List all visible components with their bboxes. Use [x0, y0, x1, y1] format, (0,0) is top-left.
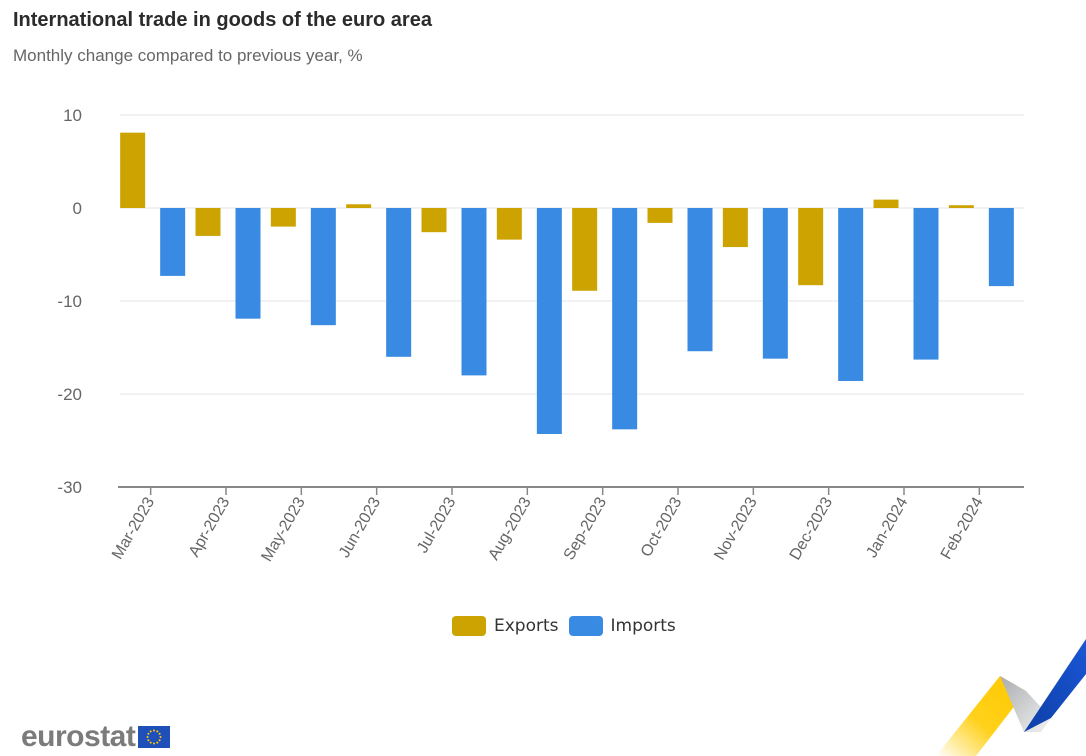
x-tick-label: Sep-2023: [561, 494, 610, 563]
x-tick-label: Jul-2023: [414, 494, 459, 556]
x-tick-label: Apr-2023: [186, 494, 234, 560]
x-tick-label: Dec-2023: [787, 494, 836, 563]
gridlines: [120, 114, 1024, 395]
exports-bar: [948, 205, 974, 208]
x-tick-label: Feb-2024: [938, 494, 987, 562]
legend-label-exports: Exports: [494, 616, 559, 636]
exports-bar: [647, 208, 673, 223]
imports-bar: [913, 208, 939, 360]
chart-title: International trade in goods of the euro…: [13, 9, 432, 31]
imports-swatch-icon: [568, 616, 603, 636]
exports-bar: [195, 208, 221, 236]
ribbon-chart-icon: [936, 639, 1086, 756]
eurostat-logo: eurostat: [21, 720, 171, 754]
exports-bar: [270, 208, 296, 227]
imports-bar: [160, 208, 186, 276]
y-tick-label: -20: [57, 385, 82, 404]
exports-bar: [873, 199, 899, 208]
exports-bar: [722, 208, 748, 248]
legend-item-imports[interactable]: Imports: [568, 616, 676, 636]
imports-bar: [386, 208, 412, 357]
x-tick-label: Nov-2023: [711, 494, 760, 563]
logo-text: eurostat: [21, 720, 136, 753]
legend-label-imports: Imports: [610, 616, 676, 636]
imports-bar: [687, 208, 713, 352]
x-tick-label: Oct-2023: [638, 494, 686, 560]
x-tick-label: May-2023: [258, 494, 308, 564]
bars: [120, 132, 1014, 434]
imports-bar: [838, 208, 864, 381]
legend-item-exports[interactable]: Exports: [452, 616, 559, 636]
exports-bar: [120, 132, 146, 208]
x-tick-label: Jan-2024: [863, 494, 911, 560]
imports-bar: [461, 208, 487, 376]
imports-bar: [235, 208, 261, 319]
y-axis-ticks: 10 0 -10 -20 -30: [57, 106, 82, 497]
exports-bar: [496, 208, 522, 240]
exports-bar: [572, 208, 598, 291]
x-tick-label: Jun-2023: [336, 494, 384, 560]
exports-bar: [798, 208, 824, 286]
x-axis: Mar-2023 Apr-2023 May-2023 Jun-2023 Jul-2023…: [109, 486, 1024, 565]
exports-bar: [421, 208, 447, 233]
y-tick-label: -10: [57, 292, 82, 311]
imports-bar: [762, 208, 788, 359]
eu-flag-icon: [138, 726, 171, 748]
exports-swatch-icon: [452, 616, 486, 636]
imports-bar: [612, 208, 638, 430]
bar-chart: 10 0 -10 -20 -30 Mar-2023 Apr-2023 May-2023 Jun…: [57, 106, 1024, 565]
y-tick-label: 10: [63, 106, 82, 125]
y-tick-label: 0: [73, 199, 82, 218]
imports-bar: [536, 208, 562, 434]
legend: Exports Imports: [452, 616, 686, 636]
chart-subtitle: Monthly change compared to previous year…: [13, 46, 363, 65]
y-tick-label: -30: [57, 478, 82, 497]
imports-bar: [310, 208, 336, 326]
x-tick-label: Mar-2023: [109, 494, 158, 562]
x-tick-label: Aug-2023: [485, 494, 534, 563]
exports-bar: [346, 204, 372, 208]
imports-bar: [988, 208, 1014, 287]
